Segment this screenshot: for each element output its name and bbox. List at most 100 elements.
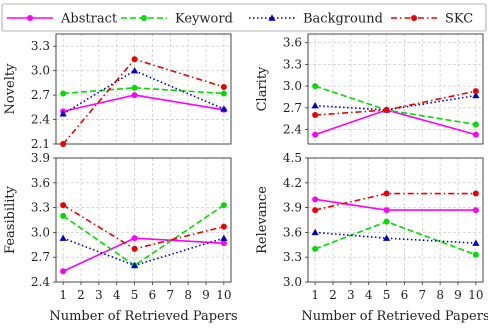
y-tick-label: 3.0	[31, 225, 50, 239]
plot-frame	[55, 157, 232, 283]
x-tick-label: 1	[311, 288, 319, 302]
y-tick-label: 4.2	[283, 176, 302, 190]
legend-label: SKC	[445, 12, 473, 27]
legend-label: Keyword	[175, 12, 233, 27]
data-point-background	[472, 91, 480, 99]
data-point-abstract	[220, 240, 227, 247]
legend-item-skc: SKC	[391, 12, 473, 27]
y-axis-label: Relevance	[255, 186, 270, 254]
series-line-background	[315, 94, 476, 111]
y-axis-label: Clarity	[255, 66, 270, 111]
data-point-background	[130, 261, 139, 269]
legend-marker	[268, 14, 276, 21]
x-tick-label: 7	[166, 288, 174, 302]
x-axis-label: Number of Retrieved Papers	[49, 309, 237, 324]
y-tick-label: 2.7	[283, 101, 302, 115]
data-point-skc	[220, 83, 227, 90]
series-background	[59, 234, 228, 269]
x-tick-label: 9	[202, 288, 210, 302]
legend: Abstract Keyword Background SKC	[1, 3, 487, 32]
data-point-background	[311, 102, 319, 109]
series-line-abstract	[62, 237, 224, 272]
data-point-background	[382, 234, 391, 241]
data-point-background	[130, 67, 139, 74]
data-point-skc	[383, 190, 390, 197]
legend-marker	[141, 15, 147, 21]
data-point-background	[59, 234, 67, 241]
y-tick-label: 2.4	[31, 113, 50, 127]
data-point-background	[220, 105, 228, 112]
y-tick-label: 3.6	[283, 36, 302, 50]
data-point-skc	[60, 141, 67, 147]
series-keyword	[312, 218, 479, 258]
panel-relevance: 3.0 3.3 3.6 3.9 4.2 4.5 1 2 3 4 5 6 7 8 9 10 Number of R…	[255, 151, 488, 324]
data-point-abstract	[60, 268, 67, 275]
y-tick-label: 3.9	[31, 151, 50, 165]
data-point-abstract	[472, 207, 479, 214]
x-tick-label: 8	[436, 288, 444, 302]
y-tick-label: 2.4	[283, 123, 302, 137]
data-point-skc	[312, 207, 319, 214]
series-line-keyword	[314, 85, 476, 126]
y-tick-label: 3.6	[31, 176, 50, 190]
plot-frame	[307, 157, 484, 283]
data-point-skc	[312, 112, 319, 119]
y-tick-label: 3.3	[283, 250, 302, 264]
legend-item-abstract: Abstract	[7, 12, 118, 27]
data-point-keyword	[472, 251, 479, 258]
series-line-background	[315, 231, 476, 244]
data-point-skc	[472, 190, 479, 197]
data-point-skc	[220, 223, 227, 230]
plot-frame	[307, 33, 484, 145]
data-point-keyword	[60, 90, 67, 97]
panel-novelty: 2.1 2.4 2.7 3.0 3.3 Novelty	[3, 33, 232, 151]
data-point-keyword	[220, 90, 227, 97]
series-skc	[60, 202, 227, 252]
y-tick-label: 2.1	[31, 137, 50, 151]
y-axis-label: Feasibility	[3, 185, 18, 254]
y-tick-label: 3.0	[31, 64, 50, 78]
series-line-abstract	[315, 198, 476, 211]
legend-label: Abstract	[60, 12, 118, 27]
data-point-skc	[383, 106, 390, 113]
y-axis-label: Novelty	[3, 63, 18, 115]
x-tick-label: 2	[329, 288, 337, 302]
data-point-abstract	[131, 92, 138, 99]
data-point-keyword	[383, 218, 390, 225]
series-background	[311, 228, 480, 246]
data-point-abstract	[383, 207, 390, 214]
series-line-keyword	[62, 204, 225, 267]
data-point-skc	[60, 202, 67, 209]
y-tick-label: 3.3	[31, 201, 50, 215]
series-line-skc	[62, 58, 225, 145]
x-tick-label: 4	[365, 288, 373, 302]
y-tick-label: 3.3	[283, 57, 302, 71]
y-tick-label: 3.0	[283, 79, 302, 93]
data-point-skc	[131, 245, 138, 252]
data-point-keyword	[131, 84, 138, 91]
series-line-background	[62, 69, 225, 115]
data-point-abstract	[312, 131, 319, 138]
x-tick-label: 4	[113, 288, 121, 302]
data-point-background	[220, 234, 228, 241]
y-tick-label: 2.7	[31, 250, 50, 264]
series-line-abstract	[62, 94, 224, 113]
series-skc	[312, 190, 479, 214]
y-tick-label: 2.7	[31, 88, 50, 102]
x-tick-label: 7	[418, 288, 426, 302]
x-tick-label: 8	[184, 288, 192, 302]
series-abstract	[312, 196, 479, 214]
data-point-keyword	[312, 245, 319, 252]
legend-frame	[1, 3, 487, 32]
x-tick-label: 2	[77, 288, 85, 302]
series-line-keyword	[63, 86, 224, 95]
x-tick-label: 5	[383, 288, 391, 302]
x-tick-label: 10	[216, 288, 231, 302]
series-line-abstract	[314, 109, 477, 136]
data-point-skc	[131, 56, 138, 63]
x-tick-label: 6	[149, 288, 157, 302]
data-point-keyword	[60, 212, 67, 219]
y-tick-label: 2.4	[31, 275, 50, 289]
y-tick-label: 3.6	[283, 225, 302, 239]
